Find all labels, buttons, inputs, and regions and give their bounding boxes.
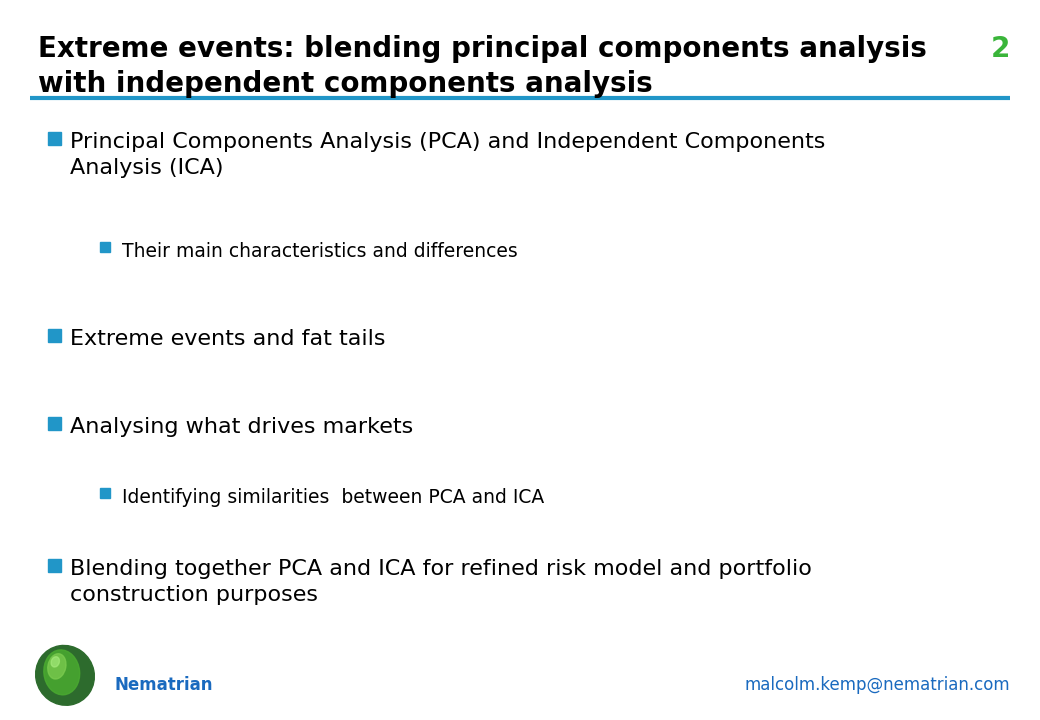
Ellipse shape bbox=[48, 654, 66, 679]
Text: Blending together PCA and ICA for refined risk model and portfolio
construction : Blending together PCA and ICA for refine… bbox=[70, 559, 812, 605]
Bar bbox=[100, 242, 110, 252]
Bar bbox=[48, 559, 61, 572]
Text: Extreme events and fat tails: Extreme events and fat tails bbox=[70, 329, 386, 349]
Bar bbox=[48, 132, 61, 145]
Text: 2: 2 bbox=[991, 35, 1010, 63]
Ellipse shape bbox=[51, 657, 59, 667]
Bar bbox=[48, 417, 61, 430]
Text: Principal Components Analysis (PCA) and Independent Components
Analysis (ICA): Principal Components Analysis (PCA) and … bbox=[70, 132, 826, 178]
Bar bbox=[100, 488, 110, 498]
Text: Nematrian: Nematrian bbox=[115, 676, 213, 694]
Text: Extreme events: blending principal components analysis: Extreme events: blending principal compo… bbox=[38, 35, 927, 63]
Ellipse shape bbox=[44, 650, 80, 695]
Text: malcolm.kemp@nematrian.com: malcolm.kemp@nematrian.com bbox=[745, 676, 1010, 694]
Text: Analysing what drives markets: Analysing what drives markets bbox=[70, 417, 413, 437]
Text: Identifying similarities  between PCA and ICA: Identifying similarities between PCA and… bbox=[122, 488, 544, 507]
Bar bbox=[48, 329, 61, 342]
Text: Their main characteristics and differences: Their main characteristics and differenc… bbox=[122, 242, 518, 261]
Text: with independent components analysis: with independent components analysis bbox=[38, 70, 653, 98]
Ellipse shape bbox=[35, 645, 95, 706]
